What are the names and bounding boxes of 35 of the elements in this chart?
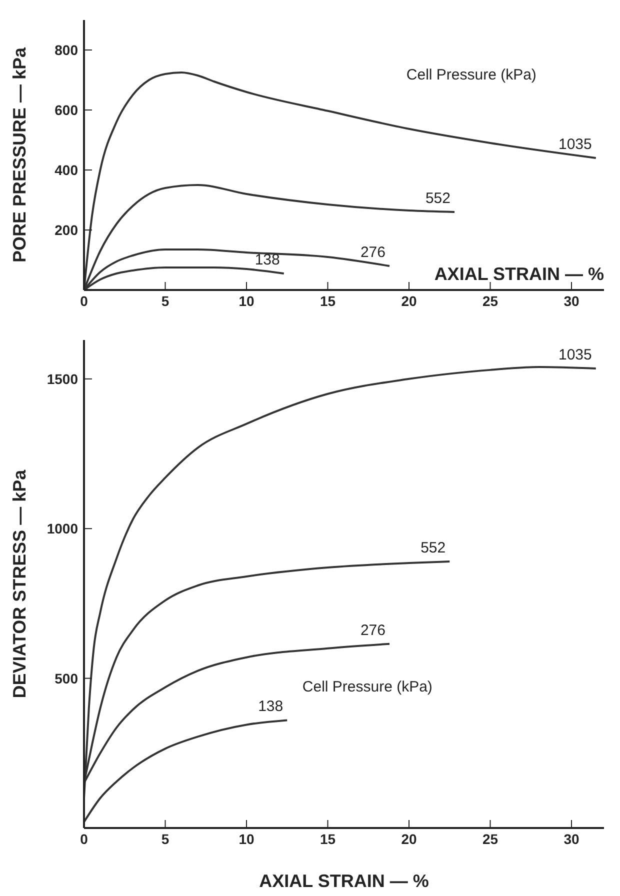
y-tick-label: 1000 bbox=[46, 520, 78, 537]
series-label: 1035 bbox=[558, 136, 592, 153]
x-tick-label: 0 bbox=[80, 830, 88, 847]
x-tick-label: 30 bbox=[564, 830, 580, 847]
y-axis-title: PORE PRESSURE — kPa bbox=[9, 46, 30, 263]
series-label: 552 bbox=[420, 540, 446, 557]
x-tick-label: 30 bbox=[564, 292, 580, 309]
series-label: 138 bbox=[254, 252, 280, 268]
x-tick-label: 10 bbox=[238, 292, 254, 309]
y-tick-label: 800 bbox=[54, 42, 78, 58]
x-tick-label: 20 bbox=[401, 830, 417, 847]
y-tick-label: 200 bbox=[54, 222, 78, 238]
series-label: 1035 bbox=[558, 346, 592, 364]
y-tick-label: 400 bbox=[54, 162, 78, 178]
x-tick-label: 5 bbox=[161, 830, 170, 847]
annotation: Cell Pressure (kPa) bbox=[406, 66, 536, 84]
y-tick-label: 1500 bbox=[46, 370, 78, 387]
annotation: Cell Pressure (kPa) bbox=[302, 678, 432, 696]
x-tick-label: 15 bbox=[320, 292, 336, 309]
y-tick-label: 600 bbox=[54, 102, 78, 118]
series-label: 552 bbox=[425, 190, 450, 207]
x-tick-label: 25 bbox=[482, 292, 498, 309]
series-label: 138 bbox=[258, 698, 284, 716]
x-tick-label: 0 bbox=[80, 292, 88, 309]
series-label: 276 bbox=[360, 244, 386, 261]
series-label: 276 bbox=[360, 622, 386, 639]
x-tick-label: 15 bbox=[320, 830, 336, 847]
x-tick-label: 10 bbox=[238, 830, 254, 847]
x-tick-label: 5 bbox=[161, 292, 170, 309]
x-tick-label: 20 bbox=[401, 292, 417, 309]
y-tick-label: 500 bbox=[54, 670, 78, 686]
x-tick-label: 25 bbox=[482, 830, 498, 847]
y-axis-title: DEVIATOR STRESS — kPa bbox=[9, 468, 30, 698]
x-axis-title: AXIAL STRAIN — % bbox=[259, 870, 429, 891]
x-axis-title: AXIAL STRAIN — % bbox=[434, 264, 604, 284]
